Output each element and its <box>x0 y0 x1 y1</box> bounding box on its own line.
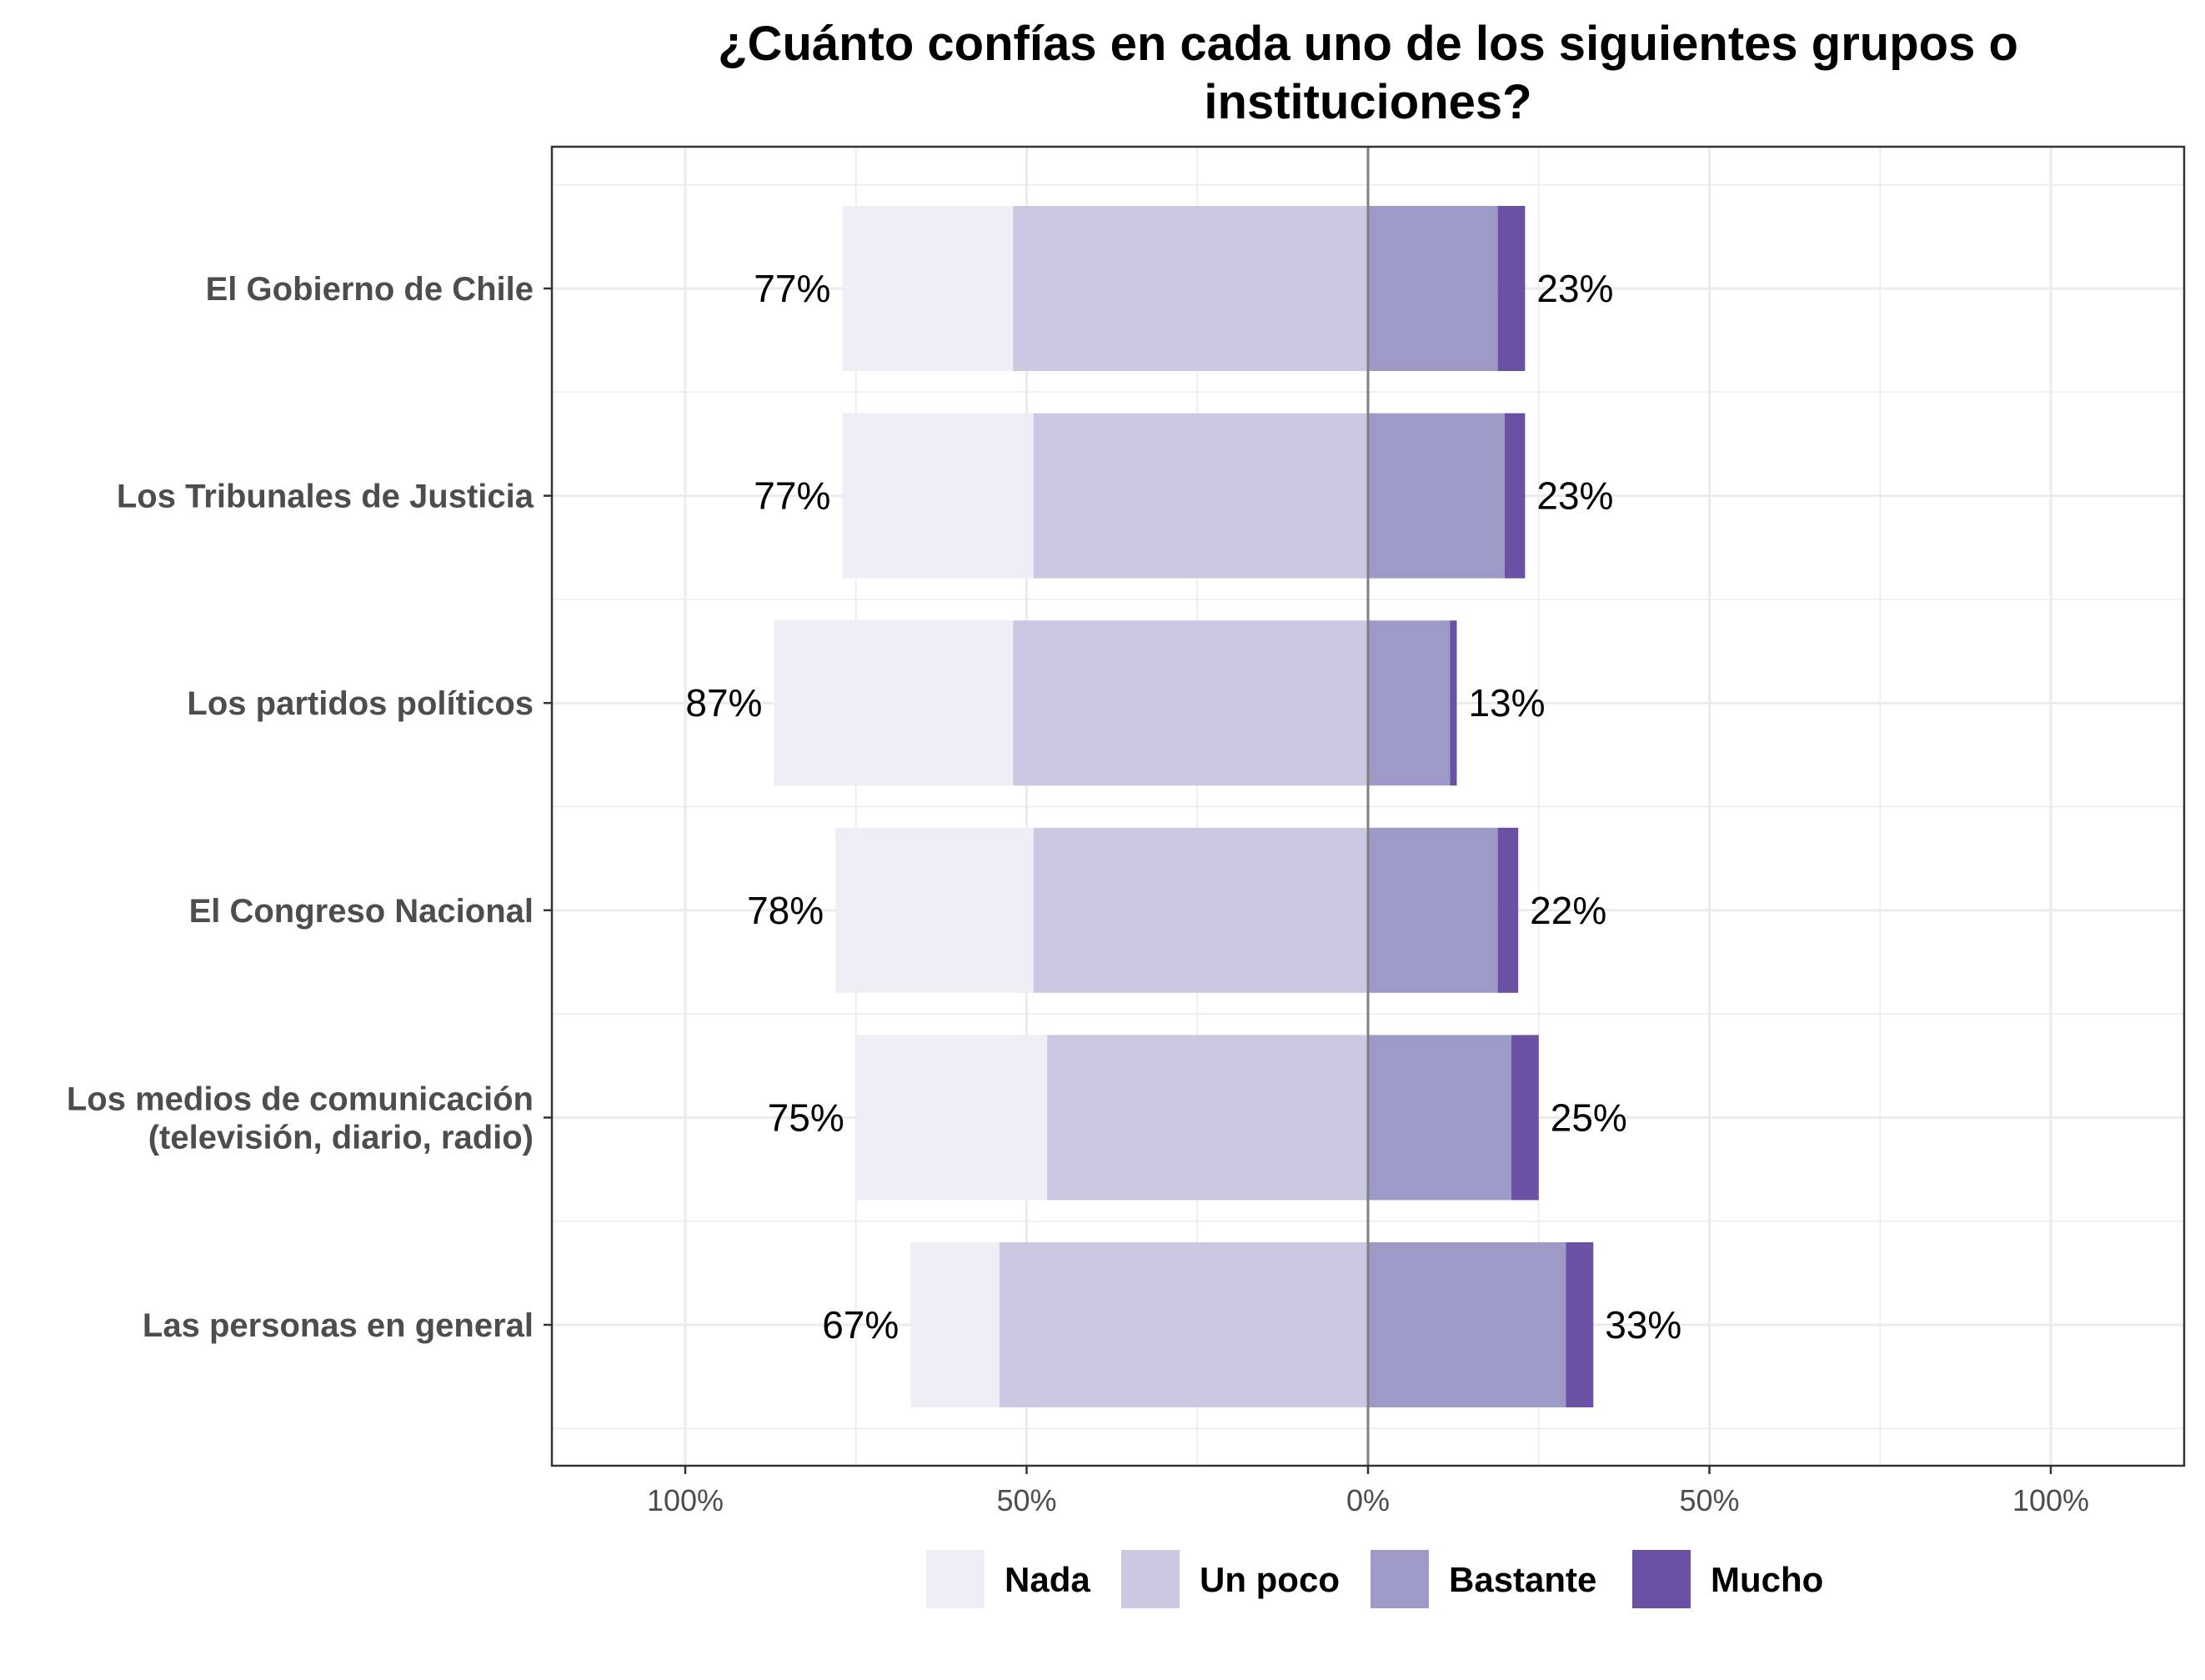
chart-title-line: instituciones? <box>1204 75 1531 129</box>
x-tick-label: 100% <box>647 1483 724 1517</box>
legend-swatch-mucho <box>1632 1550 1691 1608</box>
bars <box>774 206 1594 1407</box>
data-label-negative-total: 77% <box>754 267 830 310</box>
bar-nada <box>910 1242 1000 1407</box>
bar-bastante <box>1368 1035 1511 1201</box>
y-tick-label: El Congreso Nacional <box>189 893 534 930</box>
bar-un-poco <box>999 1242 1368 1407</box>
x-tick-label: 100% <box>2012 1483 2089 1517</box>
bar-un-poco <box>1013 620 1368 786</box>
bar-un-poco <box>1033 827 1368 993</box>
x-axis: 100% 50% 0% 50% 100% <box>647 1466 2089 1517</box>
bar-nada <box>855 1035 1048 1201</box>
bar-mucho <box>1511 1035 1539 1201</box>
data-label-negative-total: 75% <box>768 1096 844 1139</box>
bar-mucho <box>1497 206 1526 371</box>
chart-title-line: ¿Cuánto confías en cada uno de los sigui… <box>718 17 2018 71</box>
x-tick-label: 50% <box>996 1483 1056 1517</box>
legend-swatch-un-poco <box>1121 1550 1180 1608</box>
y-axis: El Gobierno de Chile Los Tribunales de Ju… <box>67 271 552 1344</box>
bar-un-poco <box>1013 206 1368 371</box>
bar-nada <box>835 827 1034 993</box>
bar-mucho <box>1566 1242 1594 1407</box>
bar-bastante <box>1368 1242 1566 1407</box>
bar-mucho <box>1450 620 1457 786</box>
y-tick-label: El Gobierno de Chile <box>206 271 534 308</box>
legend-label: Mucho <box>1711 1560 1823 1599</box>
legend-swatch-bastante <box>1371 1550 1429 1608</box>
legend-label: Bastante <box>1449 1560 1596 1599</box>
legend-label: Nada <box>1005 1560 1090 1599</box>
legend: Nada Un poco Bastante Mucho <box>926 1550 1823 1608</box>
data-label-positive-total: 22% <box>1530 889 1606 932</box>
data-labels: 77% 23% 77% 23% 87% 13% 78% 22% 75% 25% 67% 33% <box>685 267 1681 1347</box>
legend-swatch-nada <box>926 1550 985 1608</box>
bar-mucho <box>1497 827 1519 993</box>
data-label-negative-total: 77% <box>754 474 830 518</box>
y-tick-label: Los Tribunales de Justicia <box>117 479 534 515</box>
y-tick-label: Los partidos políticos <box>187 685 534 722</box>
bar-un-poco <box>1033 413 1368 579</box>
data-label-positive-total: 33% <box>1605 1303 1681 1347</box>
data-label-negative-total: 87% <box>685 681 762 725</box>
bar-bastante <box>1368 206 1498 371</box>
x-tick-label: 50% <box>1679 1483 1739 1517</box>
chart-title: ¿Cuánto confías en cada uno de los sigui… <box>718 17 2018 129</box>
data-label-positive-total: 23% <box>1536 267 1613 310</box>
y-tick-label: Los medios de comunicación (televisión, d… <box>67 1081 534 1156</box>
data-label-negative-total: 67% <box>822 1303 899 1347</box>
bar-bastante <box>1368 620 1451 786</box>
data-label-negative-total: 78% <box>747 889 824 932</box>
data-label-positive-total: 13% <box>1468 681 1545 725</box>
bar-bastante <box>1368 827 1498 993</box>
bar-bastante <box>1368 413 1505 579</box>
bar-nada <box>842 413 1034 579</box>
data-label-positive-total: 25% <box>1551 1096 1627 1139</box>
bar-un-poco <box>1047 1035 1368 1201</box>
x-tick-label: 0% <box>1346 1483 1390 1517</box>
data-label-positive-total: 23% <box>1536 474 1613 518</box>
y-tick-label: Las personas en general <box>143 1307 534 1344</box>
legend-label: Un poco <box>1200 1560 1340 1599</box>
bar-nada <box>774 620 1014 786</box>
bar-mucho <box>1504 413 1526 579</box>
bar-nada <box>842 206 1014 371</box>
